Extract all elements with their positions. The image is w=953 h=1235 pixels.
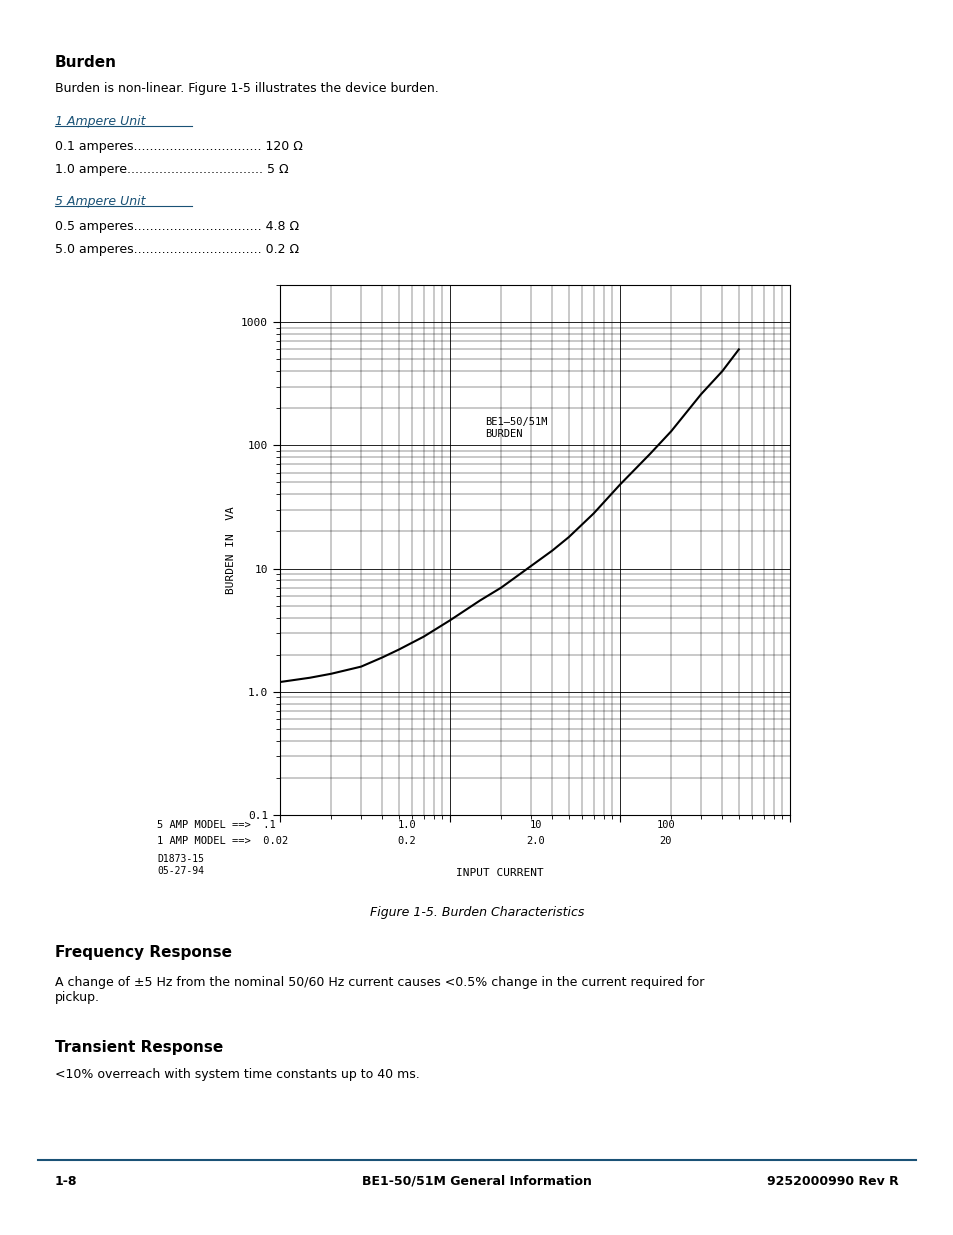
Text: D1873-15
05-27-94: D1873-15 05-27-94	[157, 853, 204, 876]
Text: Burden: Burden	[55, 56, 117, 70]
Text: Figure 1-5. Burden Characteristics: Figure 1-5. Burden Characteristics	[370, 906, 583, 919]
Text: 1.0 ampere.................................. 5 Ω: 1.0 ampere..............................…	[55, 163, 289, 177]
Text: 1 Ampere Unit: 1 Ampere Unit	[55, 115, 146, 128]
Text: 2.0: 2.0	[526, 836, 545, 846]
Text: 20: 20	[659, 836, 672, 846]
Text: BE1-50/51M General Information: BE1-50/51M General Information	[362, 1174, 591, 1188]
Text: Frequency Response: Frequency Response	[55, 945, 232, 960]
Text: 0.2: 0.2	[397, 836, 416, 846]
Text: 0.5 amperes................................ 4.8 Ω: 0.5 amperes.............................…	[55, 220, 299, 233]
Text: A change of ±5 Hz from the nominal 50/60 Hz current causes <0.5% change in the c: A change of ±5 Hz from the nominal 50/60…	[55, 976, 703, 1004]
Text: INPUT CURRENT: INPUT CURRENT	[456, 868, 543, 878]
Text: 1 AMP MODEL ==>  0.02: 1 AMP MODEL ==> 0.02	[157, 836, 288, 846]
Text: 5 Ampere Unit: 5 Ampere Unit	[55, 195, 146, 207]
Text: <10% overreach with system time constants up to 40 ms.: <10% overreach with system time constant…	[55, 1068, 419, 1081]
Text: BE1–50/51M
BURDEN: BE1–50/51M BURDEN	[484, 417, 547, 438]
Text: 5 AMP MODEL ==>  .1: 5 AMP MODEL ==> .1	[157, 820, 275, 830]
Text: 1.0: 1.0	[397, 820, 416, 830]
Text: 5.0 amperes................................ 0.2 Ω: 5.0 amperes.............................…	[55, 243, 299, 256]
Y-axis label: BURDEN IN  VA: BURDEN IN VA	[226, 506, 235, 594]
Text: 0.1 amperes................................ 120 Ω: 0.1 amperes.............................…	[55, 140, 302, 153]
Text: 1-8: 1-8	[55, 1174, 77, 1188]
Text: 10: 10	[529, 820, 541, 830]
Text: Burden is non-linear. Figure 1-5 illustrates the device burden.: Burden is non-linear. Figure 1-5 illustr…	[55, 82, 438, 95]
Text: Transient Response: Transient Response	[55, 1040, 223, 1055]
Text: 100: 100	[656, 820, 675, 830]
Text: 9252000990 Rev R: 9252000990 Rev R	[766, 1174, 898, 1188]
